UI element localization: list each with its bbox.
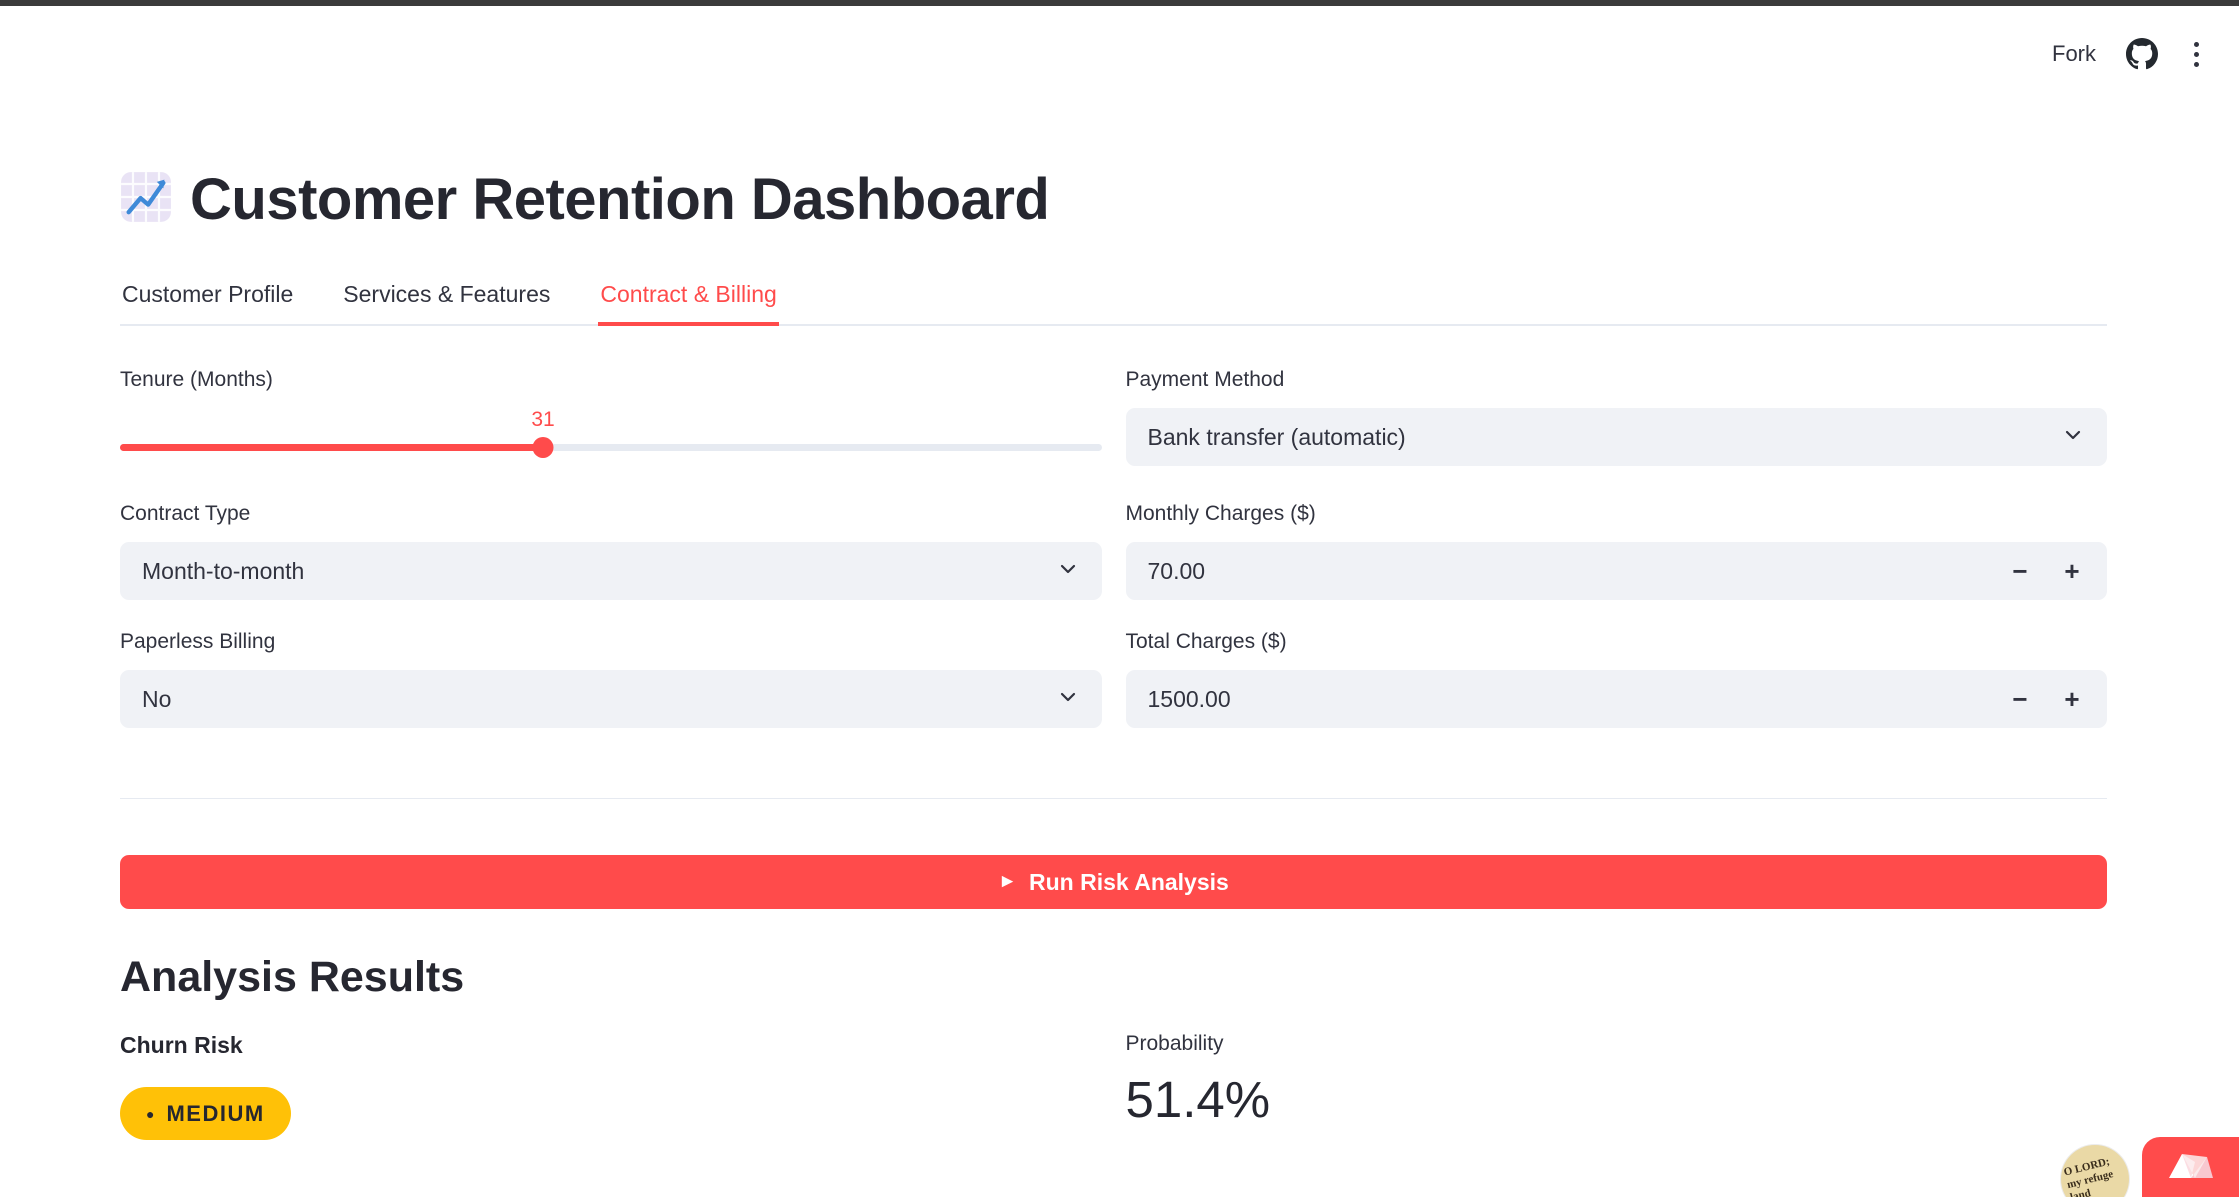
- probability-label: Probability: [1125, 1032, 1224, 1055]
- minus-button[interactable]: −: [2012, 683, 2028, 714]
- contract-type-field: Contract Type Month-to-month: [120, 502, 1102, 600]
- tenure-field: Tenure (Months) 31: [120, 368, 1102, 472]
- avatar-image-text: O LORD; my refuge land: [2062, 1155, 2115, 1197]
- tenure-label: Tenure (Months): [120, 368, 273, 391]
- tenure-slider-track[interactable]: [120, 444, 1102, 451]
- play-icon: ►: [998, 871, 1017, 892]
- page-header: Customer Retention Dashboard: [120, 166, 2107, 233]
- monthly-charges-field: Monthly Charges ($) 70.00 − +: [1125, 502, 2107, 600]
- contract-type-label: Contract Type: [120, 502, 251, 525]
- paperless-billing-value: No: [142, 685, 172, 712]
- total-charges-label: Total Charges ($): [1125, 630, 1287, 653]
- streamlit-badge[interactable]: [2142, 1137, 2239, 1197]
- paperless-billing-label: Paperless Billing: [120, 630, 276, 653]
- tab-services-features[interactable]: Services & Features: [343, 281, 551, 307]
- github-icon[interactable]: [2126, 38, 2158, 70]
- status-dot-icon: ●: [146, 1105, 155, 1122]
- paperless-billing-field: Paperless Billing No: [120, 630, 1102, 728]
- probability-value: 51.4%: [1125, 1071, 1271, 1128]
- minus-button[interactable]: −: [2012, 555, 2028, 586]
- tenure-slider-fill: [120, 444, 544, 451]
- run-risk-analysis-button[interactable]: ► Run Risk Analysis: [120, 855, 2107, 909]
- contract-billing-form: Tenure (Months) 31 Payment Method Bank t…: [120, 368, 2107, 758]
- chart-increasing-icon: [120, 171, 172, 228]
- monthly-charges-value: 70.00: [1147, 557, 1206, 584]
- monthly-charges-input[interactable]: 70.00 − +: [1125, 542, 2107, 600]
- plus-button[interactable]: +: [2064, 555, 2080, 586]
- monthly-charges-stepper: − +: [2007, 556, 2085, 587]
- main-content: Customer Retention Dashboard Customer Pr…: [120, 166, 2107, 1197]
- total-charges-field: Total Charges ($) 1500.00 − +: [1125, 630, 2107, 728]
- section-divider: [120, 798, 2107, 799]
- payment-method-field: Payment Method Bank transfer (automatic): [1125, 368, 2107, 472]
- total-charges-input[interactable]: 1500.00 − +: [1125, 670, 2107, 728]
- monthly-charges-label: Monthly Charges ($): [1125, 502, 1316, 525]
- tenure-slider-value: 31: [531, 408, 555, 431]
- top-status-strip: [0, 0, 2239, 6]
- payment-method-value: Bank transfer (automatic): [1147, 423, 1406, 450]
- churn-risk-label: Churn Risk: [120, 1032, 243, 1058]
- risk-level-text: MEDIUM: [166, 1100, 265, 1126]
- page-title: Customer Retention Dashboard: [190, 167, 1050, 232]
- contract-type-value: Month-to-month: [142, 557, 305, 584]
- fork-button[interactable]: Fork: [2052, 41, 2096, 66]
- contract-type-select[interactable]: Month-to-month: [120, 542, 1102, 600]
- churn-risk-block: Churn Risk ● MEDIUM: [120, 1032, 1102, 1140]
- chevron-down-icon: [1056, 685, 1080, 714]
- run-button-label: Run Risk Analysis: [1028, 868, 1229, 895]
- tab-bar: Customer Profile Services & Features Con…: [120, 271, 2107, 326]
- paperless-billing-select[interactable]: No: [120, 670, 1102, 728]
- tab-contract-billing[interactable]: Contract & Billing: [598, 271, 779, 326]
- tab-customer-profile[interactable]: Customer Profile: [122, 281, 294, 307]
- streamlit-crown-icon: [2167, 1150, 2215, 1185]
- tenure-slider-thumb[interactable]: [532, 437, 554, 458]
- plus-button[interactable]: +: [2064, 683, 2080, 714]
- results-section: Churn Risk ● MEDIUM Probability 51.4%: [120, 1032, 2107, 1140]
- analysis-results-heading: Analysis Results: [120, 953, 465, 1001]
- tenure-slider: 31: [120, 408, 1102, 472]
- payment-method-select[interactable]: Bank transfer (automatic): [1125, 408, 2107, 466]
- overflow-menu-icon[interactable]: [2188, 36, 2205, 73]
- avatar[interactable]: O LORD; my refuge land: [2061, 1145, 2129, 1197]
- total-charges-stepper: − +: [2007, 684, 2085, 715]
- total-charges-value: 1500.00: [1147, 685, 1231, 712]
- probability-metric: Probability 51.4%: [1126, 1032, 2108, 1140]
- app-toolbar: Fork: [0, 6, 2239, 78]
- payment-method-label: Payment Method: [1125, 368, 1285, 391]
- chevron-down-icon: [1056, 557, 1080, 586]
- chevron-down-icon: [2061, 423, 2085, 452]
- risk-level-badge: ● MEDIUM: [120, 1087, 291, 1140]
